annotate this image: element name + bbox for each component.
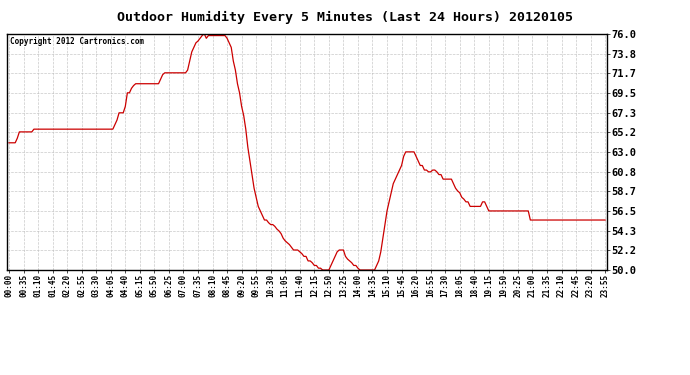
Text: Copyright 2012 Cartronics.com: Copyright 2012 Cartronics.com <box>10 37 144 46</box>
Text: Outdoor Humidity Every 5 Minutes (Last 24 Hours) 20120105: Outdoor Humidity Every 5 Minutes (Last 2… <box>117 11 573 24</box>
